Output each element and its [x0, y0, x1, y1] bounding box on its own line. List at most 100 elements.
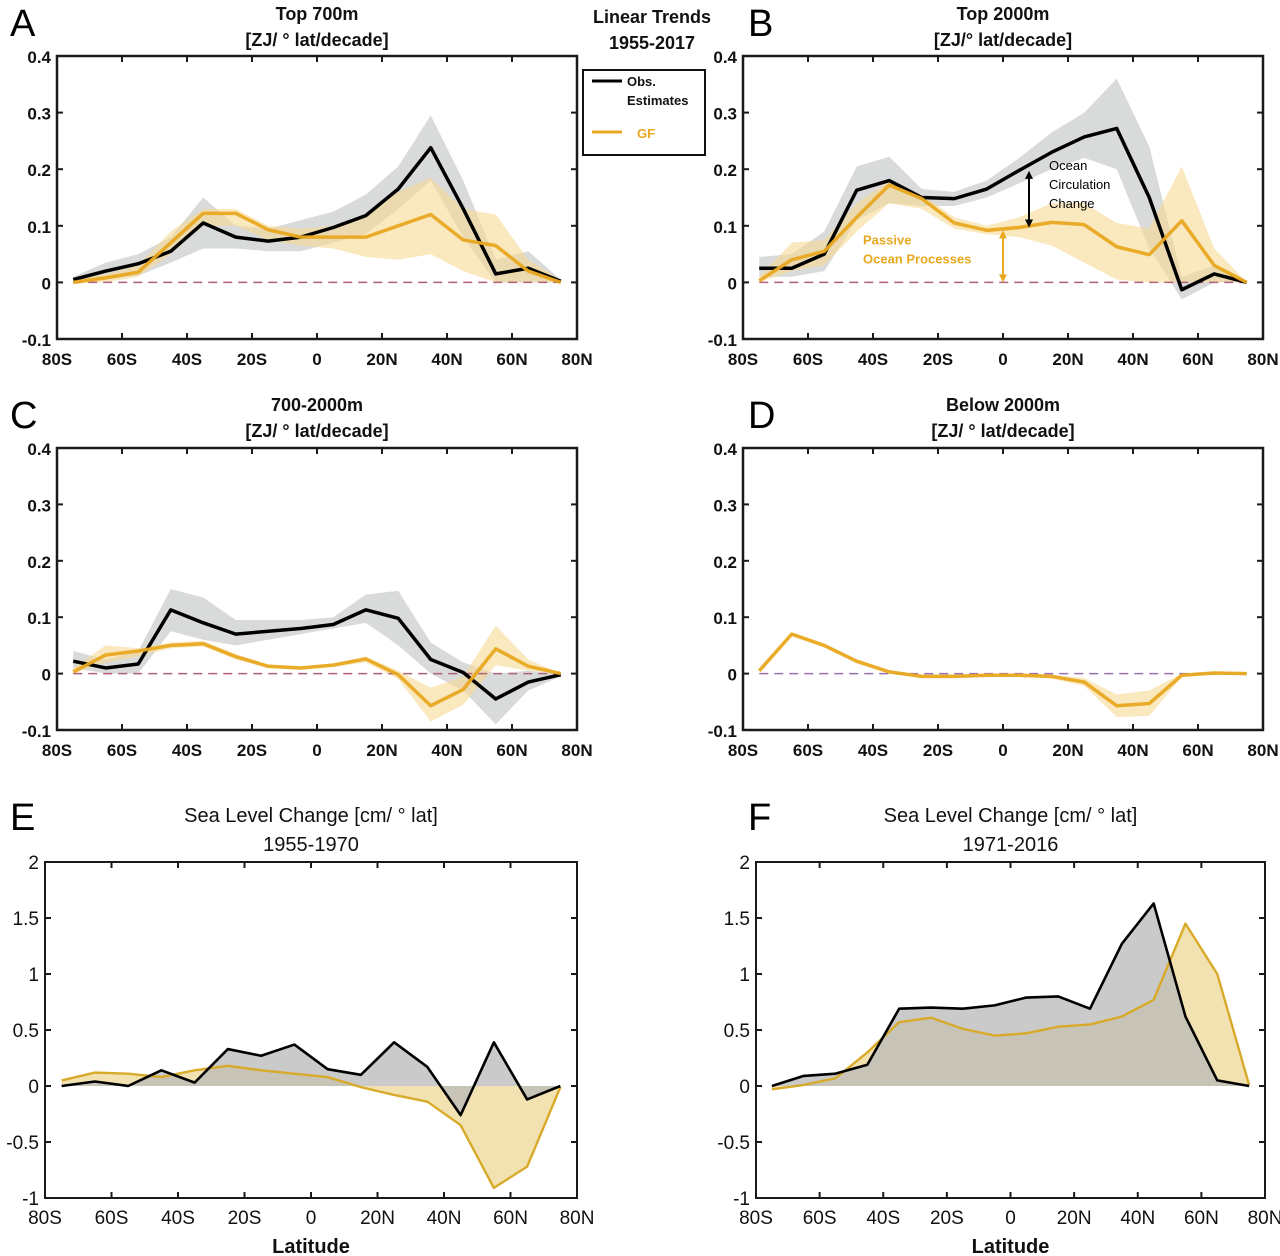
chart-subtitle: [ZJ/ ° lat/decade]: [245, 421, 388, 441]
chart-title: Sea Level Change [cm/ ° lat]: [184, 805, 438, 827]
annotation-label-ocean_circulation: Circulation: [1049, 177, 1110, 192]
panel-letter: C: [10, 395, 37, 437]
x-tick-label: 20S: [237, 350, 267, 369]
x-tick-label: 80S: [28, 1208, 62, 1229]
uncertainty-band-obs: [73, 589, 561, 725]
plot-area: [72, 115, 562, 285]
series-line-gf: [72, 641, 562, 708]
chart-subtitle: [ZJ/° lat/decade]: [934, 30, 1072, 50]
x-axis-label: Latitude: [272, 1236, 350, 1256]
arrow-head-up-icon: [1025, 170, 1033, 179]
y-tick-label: 0: [42, 274, 51, 293]
y-tick-label: 0.3: [27, 105, 51, 124]
y-tick-label: 0.4: [713, 440, 737, 459]
y-tick-label: 0.3: [713, 105, 737, 124]
annotation-label-passive_ocean: Ocean Processes: [863, 251, 971, 266]
y-tick-label: 0: [42, 666, 51, 685]
x-tick-label: 20N: [360, 1208, 395, 1229]
x-tick-label: 80N: [560, 1208, 595, 1229]
y-tick-label: 0: [739, 1077, 750, 1098]
series-line-obs: [771, 902, 1250, 1088]
x-tick-label: 60N: [496, 350, 527, 369]
y-tick-label: -0.5: [717, 1133, 750, 1154]
plot-area: [758, 78, 1248, 300]
chart-title: Below 2000m: [946, 395, 1060, 415]
x-tick-label: 0: [1005, 1208, 1016, 1229]
panel-f: F Sea Level Change [cm/ ° lat] 1971-2016 80…: [717, 797, 1280, 1256]
x-tick-label: 40N: [1117, 350, 1148, 369]
y-tick-label: -1: [22, 1189, 39, 1210]
x-tick-label: 20S: [237, 741, 267, 760]
x-tick-label: 40S: [858, 350, 888, 369]
y-tick-label: 2: [28, 853, 39, 874]
y-tick-label: 0.2: [27, 161, 51, 180]
x-tick-label: 40N: [431, 741, 462, 760]
y-tick-label: 0.1: [713, 218, 737, 237]
legend-box: [582, 69, 706, 156]
panel-a: A Top 700m [ZJ/ ° lat/decade] 80S 60S 40S 20S 0…: [10, 3, 593, 369]
chart-subtitle: 1955-1970: [263, 834, 359, 856]
x-axis-label: Latitude: [972, 1236, 1050, 1256]
y-tick-label: 0.1: [27, 609, 51, 628]
chart-subtitle: [ZJ/ ° lat/decade]: [931, 421, 1074, 441]
y-tick-label: 1: [28, 965, 39, 986]
y-tick-label: 0.4: [27, 48, 51, 67]
x-tick-label: 60N: [493, 1208, 528, 1229]
panel-letter: F: [748, 797, 771, 839]
annotation-label-passive_ocean: Passive: [863, 232, 911, 247]
y-tick-label: 1.5: [724, 909, 750, 930]
y-tick-label: 0.3: [713, 496, 737, 515]
area-fill-obs: [771, 903, 1250, 1086]
y-tick-label: 0: [728, 274, 737, 293]
x-tick-label: 80S: [42, 741, 72, 760]
panel-d: D Below 2000m [ZJ/ ° lat/decade] 80S 60S 40S 2…: [708, 395, 1279, 760]
x-tick-label: 60S: [107, 350, 137, 369]
x-tick-label: 40N: [431, 350, 462, 369]
arrow-head-up-icon: [999, 230, 1007, 239]
x-tick-label: 40N: [1117, 741, 1148, 760]
series-line-obs: [61, 1041, 561, 1117]
y-tick-label: 0.5: [724, 1021, 750, 1042]
plot-area: [757, 632, 1247, 718]
x-tick-label: 80N: [561, 350, 592, 369]
x-tick-label: 40N: [427, 1208, 462, 1229]
x-tick-label: 80S: [728, 741, 758, 760]
uncertainty-band-gf: [73, 625, 561, 722]
x-tick-label: 40S: [866, 1208, 900, 1229]
series-line-obs: [759, 126, 1248, 292]
x-tick-label: 20S: [228, 1208, 262, 1229]
x-tick-label: 40S: [172, 741, 202, 760]
arrow-head-down-icon: [1025, 219, 1033, 228]
y-tick-label: 1: [739, 965, 750, 986]
y-tick-label: -0.1: [22, 722, 51, 741]
x-tick-label: 0: [998, 350, 1007, 369]
plot-area: [72, 589, 562, 725]
y-tick-label: 0.1: [27, 218, 51, 237]
legend-obs-label-2: Estimates: [627, 93, 688, 108]
y-tick-label: 0.2: [27, 553, 51, 572]
annotation-label-ocean_circulation: Ocean: [1049, 158, 1087, 173]
x-tick-label: 40S: [858, 741, 888, 760]
plot-area: [771, 902, 1251, 1091]
x-tick-label: 80S: [728, 350, 758, 369]
figure-header-line1: Linear Trends: [593, 7, 711, 27]
y-tick-label: -0.5: [6, 1133, 39, 1154]
panel-letter: D: [748, 395, 775, 437]
x-tick-label: 60N: [1184, 1208, 1219, 1229]
y-tick-label: -0.1: [708, 331, 737, 350]
axes-frame: [741, 446, 1265, 732]
x-tick-label: 20N: [366, 741, 397, 760]
panel-e: E Sea Level Change [cm/ ° lat] 1955-1970 80…: [6, 797, 594, 1256]
uncertainty-band-gf: [73, 177, 561, 283]
y-tick-label: 0.4: [713, 48, 737, 67]
x-tick-label: 60S: [793, 741, 823, 760]
x-tick-label: 60N: [1182, 350, 1213, 369]
y-tick-label: 0.4: [27, 440, 51, 459]
x-tick-label: 40S: [161, 1208, 195, 1229]
y-tick-label: -0.1: [708, 722, 737, 741]
axes-frame: [55, 54, 579, 341]
x-tick-label: 80N: [1247, 741, 1278, 760]
chart-subtitle: 1971-2016: [963, 834, 1059, 856]
y-tick-label: 0.2: [713, 161, 737, 180]
